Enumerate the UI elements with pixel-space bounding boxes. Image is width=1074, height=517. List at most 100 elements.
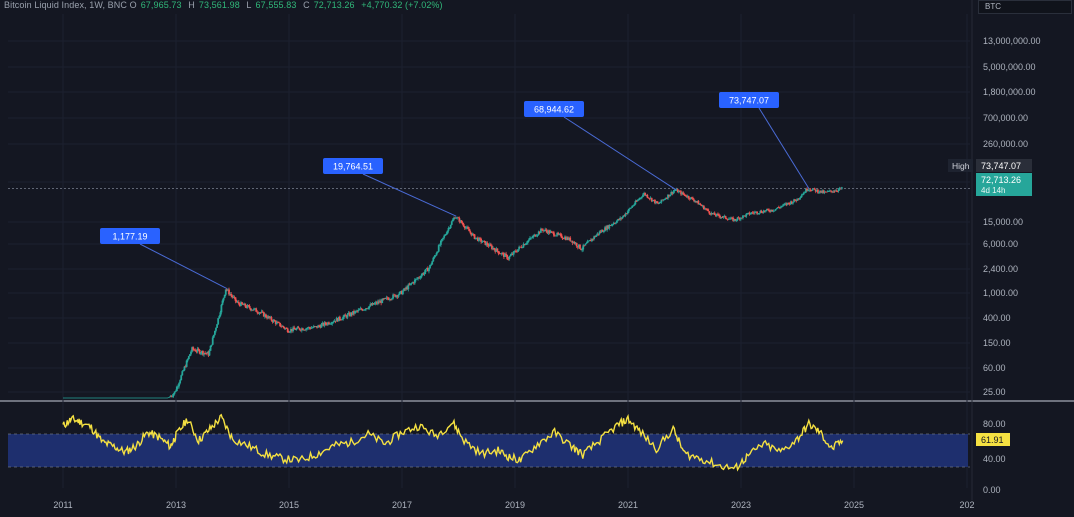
candle-body-83 [259,312,262,314]
candle-body-213 [400,291,403,295]
candle-body-544 [760,210,763,213]
candle-body-309 [505,253,507,256]
candle-body-263 [455,217,458,219]
candle-body-433 [639,197,642,199]
candle-body-67 [242,304,245,306]
candle-body-54 [228,289,230,295]
candle-body-98 [275,322,278,324]
candle-body-552 [769,211,772,212]
candle-body-584 [803,192,806,194]
candle-body-317 [513,250,516,252]
candle-body-43 [216,324,218,328]
candle-body-351 [550,231,553,233]
open-label: O [129,0,137,10]
candle-body-545 [761,212,764,214]
symbol-box[interactable]: BTC [978,0,1072,14]
candle-body-290 [484,241,487,246]
candle-body-292 [486,242,489,246]
candle-body-611 [833,191,836,193]
x-tick-label-3: 2017 [392,500,412,510]
candle-body-551 [768,209,770,212]
candle-body-358 [558,234,561,235]
candle-body-380 [582,245,585,250]
candle-body-593 [813,188,816,190]
candle-body-286 [480,238,482,242]
candle-body-323 [520,246,523,248]
candle-body-585 [805,188,807,193]
candle-body-583 [802,192,805,195]
candle-body-20 [191,347,193,352]
high-label-box [948,159,973,172]
candle-body-341 [539,228,542,233]
candle-body-252 [443,235,446,238]
candle-body-303 [498,253,501,255]
candle-body-243 [433,256,436,258]
candle-body-541 [757,213,760,215]
candle-body-548 [764,210,767,212]
candle-body-337 [535,235,538,237]
candle-body-138 [319,325,322,328]
candle-body-155 [337,316,340,322]
candle-body-89 [266,317,268,319]
price-tick-label-6: 15,000.00 [983,217,1023,227]
candle-body-387 [589,240,592,242]
price-tick-label-4: 260,000.00 [983,139,1028,149]
candle-body-408 [612,223,615,225]
candle-body-422 [627,208,630,212]
price-tick-label-9: 1,000.00 [983,288,1018,298]
candle-body-3 [172,393,175,397]
candle-body-452 [660,199,663,203]
candle-body-568 [786,202,789,205]
candle-body-417 [622,215,625,218]
candle-body-15 [185,360,188,367]
candle-body-238 [428,268,430,272]
candle-body-603 [824,191,827,193]
candle-body-316 [512,251,515,255]
candle-body-141 [322,322,325,326]
candle-body-355 [555,235,557,237]
candle-body-567 [785,203,788,205]
candle-body-279 [472,233,475,235]
candle-body-521 [735,220,738,221]
x-tick-label-7: 2025 [844,500,864,510]
price-tick-label-11: 150.00 [983,338,1011,348]
candle-body-180 [365,308,367,310]
candle-body-129 [309,327,312,329]
candle-body-515 [729,218,731,220]
candle-body-259 [450,221,453,225]
candle-body-233 [422,273,425,275]
candle-body-537 [752,212,755,214]
callout-leader-2 [563,116,677,191]
candle-body-458 [667,194,669,199]
candle-body-107 [285,328,288,330]
candle-body-77 [253,308,255,310]
candle-body-245 [435,252,438,256]
candle-body-36 [208,350,211,356]
candle-body-189 [374,302,377,304]
candle-body-362 [562,238,565,240]
candle-body-597 [818,192,820,194]
candle-body-520 [734,219,737,221]
x-tick-label-4: 2019 [505,500,525,510]
candle-body-379 [581,249,584,251]
candle-body-297 [492,247,494,250]
candle-body-103 [281,325,284,327]
candle-body-205 [392,294,394,299]
candle-body-542 [758,213,761,214]
candle-body-481 [692,197,694,200]
candle-body-118 [297,327,300,329]
candle-body-276 [469,231,472,233]
candle-body-9 [179,380,182,384]
candle-body-68 [243,303,246,306]
candle-body-409 [613,223,616,224]
candle-body-581 [800,195,803,198]
candle-body-2 [171,396,174,397]
candle-body-221 [409,283,412,285]
candle-body-399 [602,231,605,233]
candle-body-74 [249,308,252,311]
rsi-last-value: 61.91 [981,435,1004,445]
candle-body-508 [721,217,724,219]
candle-body-513 [726,219,729,220]
candle-body-438 [645,194,648,196]
